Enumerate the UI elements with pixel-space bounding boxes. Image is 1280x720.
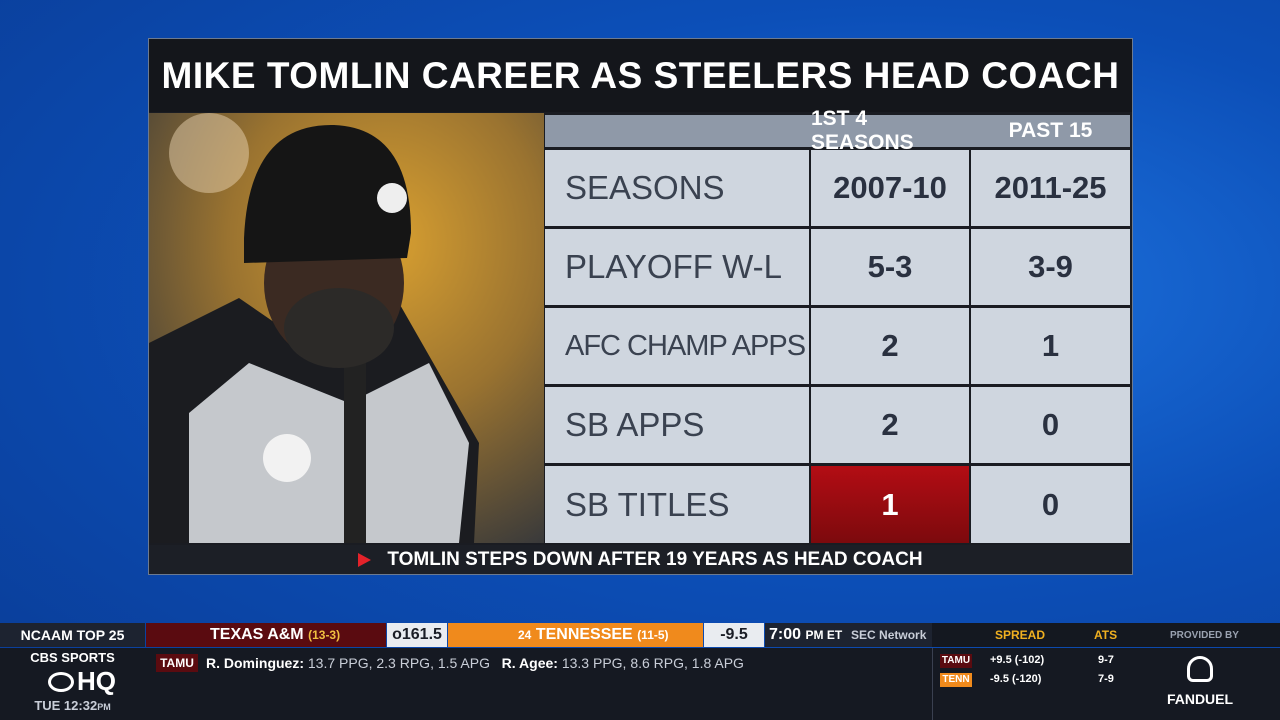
- player-stat-line: 13.3 PPG, 8.6 RPG, 1.8 APG: [561, 655, 744, 671]
- odds-spread: -9.5 (-120): [990, 673, 1042, 685]
- player-name: R. Dominguez:: [206, 655, 304, 671]
- title: MIKE TOMLIN CAREER AS STEELERS HEAD COAC…: [149, 39, 1132, 112]
- show-logo: HQ: [48, 666, 138, 697]
- ticker-lower: [0, 648, 1280, 720]
- odds-header: SPREAD: [995, 628, 1046, 642]
- player-name: R. Agee:: [501, 655, 558, 671]
- cell-highlight: 1: [811, 466, 969, 543]
- odds-team: TENN: [940, 673, 972, 687]
- arrow-icon: [358, 552, 372, 567]
- column-header: 1ST 4 SEASONS: [811, 107, 914, 154]
- team-record: (11-5): [637, 628, 669, 642]
- headline-strip: TOMLIN STEPS DOWN AFTER 19 YEARS AS HEAD…: [149, 545, 1132, 574]
- column-header: PAST 15: [1008, 119, 1093, 142]
- divider: [932, 648, 933, 720]
- odds-ats: 9-7: [1098, 654, 1114, 666]
- time: 7:00: [769, 626, 802, 643]
- odds-spread: +9.5 (-102): [990, 654, 1045, 666]
- team-record: (13-3): [308, 628, 341, 642]
- network: SEC Network: [851, 628, 927, 642]
- clock-suffix: PM: [97, 702, 111, 712]
- row-label: SB TITLES: [545, 466, 809, 543]
- brand: CBS SPORTS: [30, 650, 115, 665]
- cell: 5-3: [811, 229, 969, 305]
- row-label: SB APPS: [545, 387, 809, 463]
- clock-time: TUE 12:32: [34, 698, 98, 713]
- cell: 2007-10: [811, 150, 969, 226]
- cell: 2: [811, 387, 969, 463]
- spread: -9.5: [704, 623, 764, 647]
- player-stat-line: 13.7 PPG, 2.3 RPG, 1.5 APG: [307, 655, 490, 671]
- cell: 0: [971, 466, 1130, 543]
- odds-ats: 7-9: [1098, 673, 1114, 685]
- row-label: SEASONS: [545, 150, 809, 226]
- cell: 3-9: [971, 229, 1130, 305]
- cell: 2: [811, 308, 969, 384]
- coach-photo: [149, 113, 544, 543]
- home-team: 24 TENNESSEE (11-5): [448, 623, 703, 647]
- time-suffix: PM ET: [805, 628, 843, 642]
- odds-header-bg: [932, 623, 1280, 647]
- sponsor: FANDUEL: [1166, 691, 1234, 707]
- player-stats: R. Dominguez: 13.7 PPG, 2.3 RPG, 1.5 APG…: [206, 655, 744, 671]
- cell: 0: [971, 387, 1130, 463]
- clock: TUE 12:32PM: [0, 698, 145, 713]
- team-name: TEXAS A&M: [210, 626, 304, 643]
- provided-by: PROVIDED BY: [1170, 629, 1239, 641]
- header-band: [545, 115, 1130, 147]
- odds-team: TAMU: [940, 654, 972, 668]
- away-team: TEXAS A&M (13-3): [146, 623, 386, 647]
- odds-header: ATS: [1094, 628, 1118, 642]
- show-name: HQ: [77, 666, 116, 696]
- sponsor-icon: [1187, 656, 1213, 682]
- game-time: 7:00 PM ET SEC Network: [765, 623, 932, 647]
- headline: TOMLIN STEPS DOWN AFTER 19 YEARS AS HEAD…: [387, 548, 923, 570]
- row-label: AFC CHAMP APPS: [545, 308, 809, 384]
- ticker-section: NCAAM TOP 25: [0, 623, 145, 647]
- total: o161.5: [387, 623, 447, 647]
- cell: 1: [971, 308, 1130, 384]
- cell: 2011-25: [971, 150, 1130, 226]
- row-label: PLAYOFF W-L: [545, 229, 809, 305]
- team-tag: TAMU: [156, 654, 198, 672]
- team-name: TENNESSEE: [535, 626, 633, 643]
- team-rank: 24: [518, 628, 532, 642]
